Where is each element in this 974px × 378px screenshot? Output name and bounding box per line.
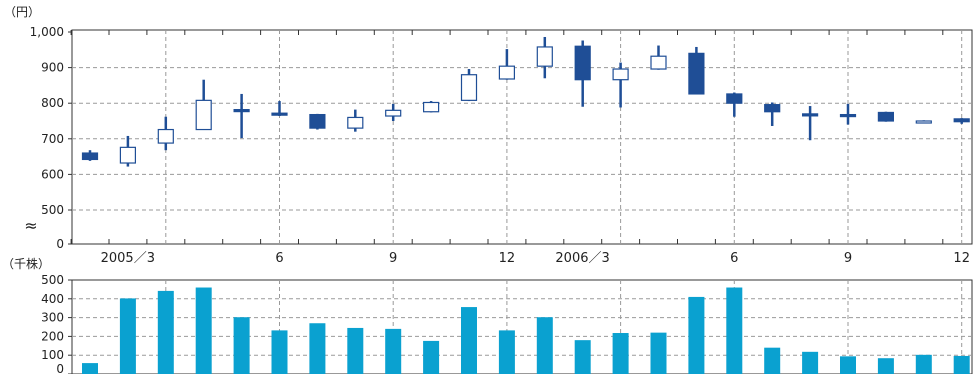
candle-body-up bbox=[536, 46, 553, 67]
volume-bar bbox=[612, 333, 629, 374]
candle-body-up bbox=[460, 74, 478, 101]
candle-body-up bbox=[650, 55, 667, 70]
price-y-tick-label: 600 bbox=[41, 167, 64, 181]
volume-y-tick-label: 500 bbox=[41, 273, 64, 287]
volume-bar bbox=[233, 317, 250, 374]
volume-y-tick-label: 200 bbox=[41, 329, 64, 343]
price-y-tick-label: 0 bbox=[56, 237, 64, 251]
volume-bar bbox=[498, 330, 515, 374]
volume-bar bbox=[688, 296, 705, 374]
candle-body-up bbox=[612, 68, 629, 81]
candle-body-down bbox=[764, 104, 781, 113]
candle-body-down bbox=[726, 93, 743, 104]
volume-bar bbox=[82, 363, 98, 374]
candle-body-down bbox=[233, 109, 250, 113]
candle-body-down bbox=[801, 113, 819, 117]
volume-bar bbox=[423, 340, 440, 374]
price-x-tick-label: 6 bbox=[730, 251, 738, 266]
candle-body-down bbox=[839, 113, 857, 118]
price-y-tick-label: 1,000 bbox=[30, 25, 64, 39]
candle-body-down bbox=[574, 45, 591, 81]
price-y-tick-label: 500 bbox=[41, 203, 64, 217]
candle-body-down bbox=[688, 52, 705, 95]
price-unit-label: （円） bbox=[4, 5, 40, 19]
price-x-tick-label: 2005／3 bbox=[101, 251, 155, 266]
volume-y-tick-label: 100 bbox=[41, 348, 64, 362]
volume-bar bbox=[385, 328, 402, 374]
candle-body-down bbox=[877, 111, 895, 122]
price-y-tick-label: 800 bbox=[41, 96, 64, 110]
volume-bar bbox=[309, 323, 326, 374]
volume-bars bbox=[82, 287, 970, 374]
volume-bar bbox=[840, 356, 856, 374]
volume-bar bbox=[574, 340, 591, 374]
price-x-tick-label: 9 bbox=[844, 251, 852, 266]
price-x-tick-label: 6 bbox=[275, 251, 283, 266]
volume-bar bbox=[195, 287, 212, 374]
volume-bar bbox=[726, 287, 743, 374]
candle-body-down bbox=[953, 118, 970, 123]
price-x-tick-label: 2006／3 bbox=[555, 251, 609, 266]
candle-body-up bbox=[915, 120, 932, 124]
price-y-axis: 1,000 900 800 700 600 500 0 bbox=[30, 25, 72, 251]
price-gridlines bbox=[70, 30, 972, 244]
volume-plot-area bbox=[71, 279, 973, 375]
volume-y-tick-label: 400 bbox=[41, 292, 64, 306]
volume-bar bbox=[347, 327, 364, 374]
volume-bar bbox=[536, 317, 553, 374]
price-x-axis: 2005／3 6 9 12 2006／3 6 9 12 bbox=[101, 251, 970, 266]
volume-bar bbox=[877, 358, 894, 374]
axis-break-symbol: ≈ bbox=[24, 216, 37, 235]
candle-body-up bbox=[347, 116, 364, 129]
volume-bar bbox=[119, 298, 136, 374]
price-x-tick-label: 12 bbox=[953, 251, 970, 266]
candle-body-up bbox=[423, 101, 440, 113]
volume-bar bbox=[764, 347, 781, 374]
volume-bar bbox=[650, 332, 667, 374]
volume-bar bbox=[461, 307, 477, 374]
volume-bar bbox=[802, 351, 819, 374]
candle-body-up bbox=[195, 99, 212, 131]
price-x-tick-label: 9 bbox=[389, 251, 397, 266]
volume-bar bbox=[915, 354, 932, 374]
price-x-tick-label: 12 bbox=[499, 251, 516, 266]
candle-body-up bbox=[119, 146, 137, 164]
volume-y-tick-label: 300 bbox=[41, 311, 64, 325]
candle-body-up bbox=[385, 109, 402, 117]
volume-unit-label: （千株） bbox=[2, 256, 50, 271]
volume-bar bbox=[271, 330, 288, 374]
volume-bar bbox=[157, 290, 174, 374]
price-y-tick-label: 700 bbox=[41, 132, 64, 146]
price-candles bbox=[81, 36, 970, 167]
volume-bar bbox=[953, 355, 970, 374]
price-y-tick-label: 900 bbox=[41, 61, 64, 75]
candle-body-down bbox=[271, 112, 288, 116]
candle-body-down bbox=[81, 152, 99, 161]
price-panel: 1,000 900 800 700 600 500 0 2005／3 6 9 12 2006／3 6 9… bbox=[4, 5, 973, 266]
candle-body-up bbox=[157, 128, 174, 144]
candle-body-up bbox=[498, 65, 515, 80]
candle-body-down bbox=[309, 113, 326, 129]
volume-y-tick-label: 0 bbox=[56, 362, 64, 374]
price-plot-area bbox=[71, 29, 973, 245]
